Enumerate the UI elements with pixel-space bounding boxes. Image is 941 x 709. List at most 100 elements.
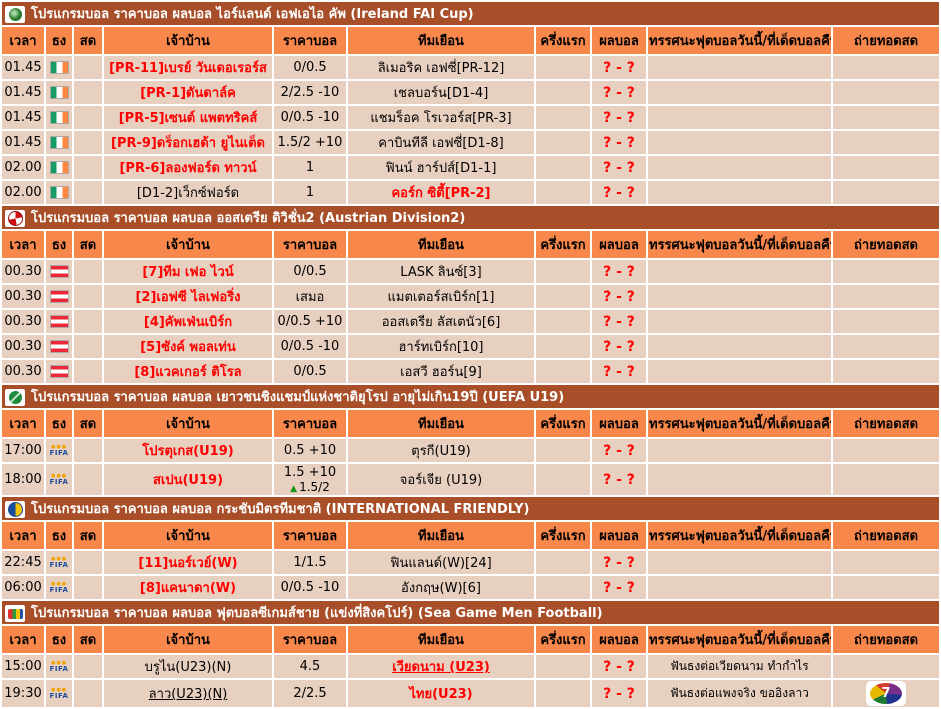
league-section: โปรแกรมบอล ราคาบอล ผลบอล ฟุตบอลซีเกมส์ชา… [0,599,941,709]
tv-broadcast-cell [833,260,940,283]
match-time: 01.45 [2,106,44,129]
away-team: คาบินทีลี เอฟซี่[D1-8] [348,131,534,154]
odds-cell: 0/0.5 [274,260,346,283]
tv-broadcast-cell [833,655,940,678]
team-name: LASK ลินซ์[3] [400,265,482,280]
first-half-score [536,680,590,707]
column-header-score: ผลบอล [592,522,646,549]
first-half-score [536,310,590,333]
match-time: 01.45 [2,131,44,154]
first-half-score [536,156,590,179]
match-row: 01.45 [PR-5]เซนต์ แพตทริคส์ 0/0.5 -10 แชมร็… [2,106,940,129]
column-header-time: เวลา [2,231,44,258]
match-time: 01.45 [2,56,44,79]
team-name: ฟินน์ ฮาร์ปส์[D1-1] [385,161,497,176]
tv-broadcast-cell [833,310,940,333]
live-cell [74,680,102,707]
team-name: โปรตุเกส(U19) [142,444,234,459]
column-header-odds: ราคาบอล [274,626,346,653]
league-body: โปรแกรมบอล ราคาบอล ผลบอล ฟุตบอลซีเกมส์ชา… [2,601,940,707]
column-header-score: ผลบอล [592,231,646,258]
team-name: ฮาร์ทเบิร์ก[10] [398,340,484,355]
home-team: [D1-2]เว็กซ์ฟอร์ด [104,181,272,204]
league-body: โปรแกรมบอล ราคาบอล ผลบอล ไอร์แลนด์ เอฟเอ… [2,2,940,204]
column-header-row: เวลา ธง สด เจ้าบ้าน ราคาบอล ทีมเยือน ครึ่งแรกผ… [2,626,940,653]
tv-broadcast-cell [833,285,940,308]
team-name: [PR-9]ดร็อกเฮด้า ยูไนเต็ด [111,136,265,151]
flag-cell [46,56,72,79]
live-cell [74,81,102,104]
column-header-flag: ธง [46,626,72,653]
tips-cell [648,260,831,283]
odds-value: 1/1.5 [293,555,327,570]
odds-value: 2/2.5 -10 [280,85,340,100]
match-row: 02.00 [PR-6]ลองฟอร์ด ทาวน์ 1 ฟินน์ ฮาร์ปส์[… [2,156,940,179]
match-time: 17:00 [2,439,44,462]
flag-cell [46,156,72,179]
tips-cell [648,131,831,154]
odds-cell: เสมอ [274,285,346,308]
match-row: 00.30 [5]ซังค์ พอลเท่น 0/0.5 -10 ฮาร์ทเบิร์… [2,335,940,358]
live-cell [74,439,102,462]
odds-value: 1 [305,185,315,200]
full-time-score: ? - ? [592,81,646,104]
away-team: ฟินแลนด์(W)[24] [348,551,534,574]
team-name: [PR-1]ดันดาล์ค [140,86,236,101]
team-name: คอร์ก ซิตี้[PR-2] [391,186,491,201]
match-row: 18:00 ●●● FIFA สเปน(U19) 1.5 +10 ▲ 1.5/2 จอร์เจ… [2,464,940,495]
league-table: โปรแกรมบอล ราคาบอล ผลบอล ไอร์แลนด์ เอฟเอ… [0,0,941,206]
team-name: อังกฤษ(W)[6] [401,581,481,596]
away-team: คอร์ก ซิตี้[PR-2] [348,181,534,204]
column-header-odds: ราคาบอล [274,27,346,54]
column-header-tips: ทรรศนะฟุตบอลวันนี้/ที่เด็ดบอลคืนนี้ [648,522,831,549]
team-link[interactable]: เวียดนาม (U23) [392,660,490,675]
full-time-score: ? - ? [592,576,646,599]
column-header-flag: ธง [46,410,72,437]
ireland-flag-icon [49,186,69,199]
tips-cell: ฟันธงต่อแพงจริง ขออิงลาว [648,680,831,707]
team-name: เอสวี ฮอร์น[9] [400,365,482,380]
home-team: [PR-6]ลองฟอร์ด ทาวน์ [104,156,272,179]
column-header-time: เวลา [2,626,44,653]
fifa-flag-icon: ●●● FIFA [48,685,70,702]
tips-cell [648,464,831,495]
column-header-home: เจ้าบ้าน [104,626,272,653]
live-cell [74,156,102,179]
match-row: 01.45 [PR-11]เบรย์ วันเดอเรอร์ส 0/0.5 ลิเมอ… [2,56,940,79]
ireland-flag-icon [49,61,69,74]
away-team: ลิเมอริค เอฟซี่[PR-12] [348,56,534,79]
live-cell [74,576,102,599]
team-name: [D1-2]เว็กซ์ฟอร์ด [136,186,240,201]
league-title-bar: โปรแกรมบอล ราคาบอล ผลบอล ออสเตรีย ดิวิชั… [2,206,940,229]
fifa-figures: ●●● [50,443,68,450]
away-team: แมตเตอร์สเบิร์ก[1] [348,285,534,308]
team-name: [7]ทีม เฟอ ไวน์ [142,265,234,280]
flag-cell [46,360,72,383]
tv-broadcast-cell [833,439,940,462]
match-time: 00.30 [2,360,44,383]
column-header-row: เวลา ธง สด เจ้าบ้าน ราคาบอล ทีมเยือน ครึ่งแรกผ… [2,27,940,54]
fifa-wordmark: FIFA [49,585,69,594]
team-name: ออสเตรีย ลัสเตนัว[6] [381,315,501,330]
live-cell [74,56,102,79]
column-header-tv: ถ่ายทอดสด [833,231,940,258]
first-half-score [536,260,590,283]
away-team: LASK ลินซ์[3] [348,260,534,283]
tv-broadcast-cell [833,181,940,204]
ireland-flag-icon [49,136,69,149]
team-name: [8]แคนาดา(W) [139,581,237,596]
team-name: [PR-11]เบรย์ วันเดอเรอร์ส [109,61,267,76]
flag-cell: ●●● FIFA [46,464,72,495]
team-name: ฟินแลนด์(W)[24] [390,556,492,571]
team-name: [PR-6]ลองฟอร์ด ทาวน์ [119,161,257,176]
full-time-score: ? - ? [592,260,646,283]
live-cell [74,181,102,204]
team-link[interactable]: ลาว(U23)(N) [148,687,228,702]
column-header-first-half: ครึ่งแรก [536,231,590,258]
tips-cell [648,81,831,104]
first-half-score [536,551,590,574]
odds-cell: 1/1.5 [274,551,346,574]
column-header-live: สด [74,231,102,258]
match-time: 00.30 [2,310,44,333]
odds-extra-text: 1.5/2 [299,480,330,494]
